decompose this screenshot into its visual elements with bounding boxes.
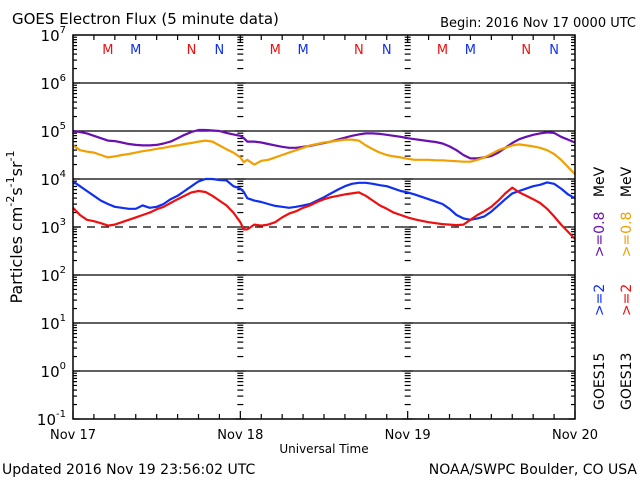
y-tick-base: 10 xyxy=(41,267,60,285)
legend-goes15-satellite: GOES15 xyxy=(592,353,608,410)
marker-m: M xyxy=(437,43,448,58)
series-goes15-2-mev xyxy=(72,177,576,221)
y-tick-label: 101 xyxy=(41,313,66,333)
y-tick-exponent: 5 xyxy=(60,121,66,132)
x-tick-label: Nov 17 xyxy=(50,428,96,443)
y-label-exp1: -2 xyxy=(4,196,17,207)
y-label-main: Particles cm xyxy=(7,207,26,304)
legend-goes15-high: >=0.8 xyxy=(592,212,608,258)
y-tick-label: 100 xyxy=(41,361,66,381)
y-label-exp2: -1 xyxy=(4,176,17,187)
y-tick-exponent: 2 xyxy=(60,265,66,276)
y-axis-label: Particles cm-2s-1sr-1 xyxy=(4,150,26,303)
y-tick-base: 10 xyxy=(41,315,60,333)
y-label-sr: sr xyxy=(7,161,26,176)
legend-goes13-unit: MeV xyxy=(619,166,635,197)
x-tick-label: Nov 19 xyxy=(385,428,431,443)
y-tick-label: 102 xyxy=(41,265,66,285)
marker-n: N xyxy=(187,43,197,58)
y-tick-base: 10 xyxy=(41,219,60,237)
y-tick-base: 10 xyxy=(41,363,60,381)
marker-n: N xyxy=(521,43,531,58)
updated-timestamp: Updated 2016 Nov 19 23:56:02 UTC xyxy=(2,462,255,478)
y-tick-base: 10 xyxy=(41,171,60,189)
series-goes13-2-mev xyxy=(72,186,576,240)
legend-goes15-unit: MeV xyxy=(592,166,608,197)
y-label-exp3: -1 xyxy=(4,150,17,161)
y-tick-label: 103 xyxy=(41,217,66,237)
y-label-s: s xyxy=(7,187,26,195)
svg-text:Particles cm-2s-1sr-1: Particles cm-2s-1sr-1 xyxy=(4,150,26,303)
source-credit: NOAA/SWPC Boulder, CO USA xyxy=(429,462,638,478)
series-lines xyxy=(72,128,576,240)
series-goes15-0-8-mev xyxy=(72,128,576,160)
y-tick-label: 106 xyxy=(41,73,66,93)
y-tick-exponent: 4 xyxy=(60,169,66,180)
legend-goes13-high: >=0.8 xyxy=(619,212,635,258)
y-tick-exponent: -1 xyxy=(56,409,66,420)
y-tick-base: 10 xyxy=(37,411,56,429)
y-tick-exponent: 1 xyxy=(60,313,66,324)
marker-m: M xyxy=(465,43,476,58)
y-tick-exponent: 0 xyxy=(60,361,66,372)
plot-frame xyxy=(72,34,576,420)
legend-goes15-low: >=2 xyxy=(592,284,608,316)
marker-n: N xyxy=(382,43,392,58)
y-tick-exponent: 3 xyxy=(60,217,66,228)
legend-goes15: GOES15 >=2 >=0.8 MeV xyxy=(592,166,608,410)
marker-m: M xyxy=(297,43,308,58)
marker-n: N xyxy=(354,43,364,58)
begin-label: Begin: 2016 Nov 17 0000 UTC xyxy=(440,16,636,31)
marker-m: M xyxy=(130,43,141,58)
y-tick-label: 105 xyxy=(41,121,66,141)
x-tick-label: Nov 18 xyxy=(217,428,263,443)
y-tick-base: 10 xyxy=(41,27,60,45)
gridlines xyxy=(73,82,575,372)
marker-m: M xyxy=(102,43,113,58)
y-tick-label: 104 xyxy=(41,169,66,189)
y-tick-label: 10-1 xyxy=(37,409,66,429)
x-tick-label: Nov 20 xyxy=(552,428,598,443)
x-axis-label: Universal Time xyxy=(279,442,368,456)
legend-goes13-low: >=2 xyxy=(619,284,635,316)
marker-n: N xyxy=(215,43,225,58)
y-tick-exponent: 7 xyxy=(60,25,66,36)
svg-text:GOES15 >=2 >=0.8: GOES15 >=2 >=0.8 MeV xyxy=(592,166,608,410)
y-tick-base: 10 xyxy=(41,75,60,93)
y-tick-exponent: 6 xyxy=(60,73,66,84)
y-tick-label: 107 xyxy=(41,25,66,45)
series-goes13-0-8-mev xyxy=(72,138,576,175)
marker-n: N xyxy=(549,43,559,58)
chart-title: GOES Electron Flux (5 minute data) xyxy=(12,10,279,28)
legend-goes13: GOES13 >=2 >=0.8 MeV xyxy=(619,166,635,410)
x-tick-labels: Nov 17 Nov 18 Nov 19 Nov 20 xyxy=(50,428,598,443)
y-tick-base: 10 xyxy=(41,123,60,141)
marker-m: M xyxy=(270,43,281,58)
legend-goes13-satellite: GOES13 xyxy=(619,353,635,410)
svg-text:GOES13 >=2 >=0.8: GOES13 >=2 >=0.8 MeV xyxy=(619,166,635,410)
